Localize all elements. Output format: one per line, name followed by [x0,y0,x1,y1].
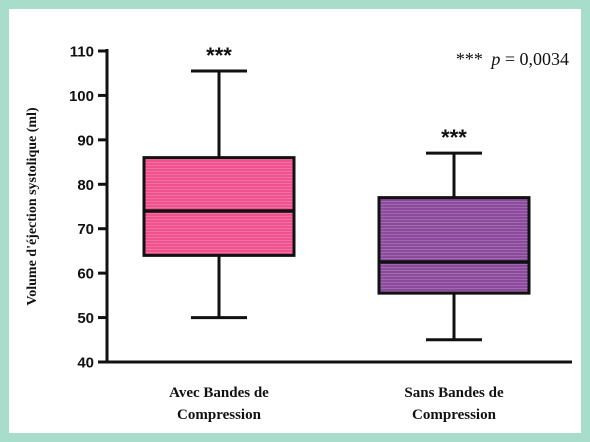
annotation-value: = 0,0034 [505,49,569,69]
chart-panel: 40 50 60 70 80 90 100 110 *** *** Avec Bandes de… [9,9,581,433]
box-texture [380,199,528,292]
y-tick-label: 60 [77,266,94,283]
box-texture [145,159,293,254]
y-tick-label: 110 [70,44,94,61]
x-category-label: Sans Bandes de Compression [404,385,504,423]
boxplot-chart: 40 50 60 70 80 90 100 110 *** *** Avec Bandes de… [25,43,572,423]
y-tick-label: 40 [77,355,94,372]
y-tick-label: 90 [77,132,94,149]
x-category-label-line: Compression [412,407,497,423]
x-axis: Avec Bandes de Compression Sans Bandes de C… [105,360,572,423]
y-tick-label: 50 [77,310,94,327]
significance-stars: *** [441,125,467,150]
p-value-annotation: *** p = 0,0034 [456,49,569,69]
x-category-label-line: Avec Bandes de [169,385,269,401]
x-category-label-line: Sans Bandes de [404,385,504,401]
significance-stars: *** [206,43,232,68]
x-category-label: Avec Bandes de Compression [169,385,269,423]
annotation-p: p [489,49,500,69]
x-category-label-line: Compression [177,407,262,423]
y-tick-label: 100 [69,88,94,105]
y-axis-label: Volume d'éjection systolique (ml) [25,107,40,306]
box-group: *** [142,43,296,320]
boxes: *** *** [142,43,531,342]
annotation-stars: *** [456,49,483,69]
y-axis: 40 50 60 70 80 90 100 110 [69,44,109,372]
box-group: *** [377,125,531,342]
y-tick-label: 80 [77,177,94,194]
y-tick-label: 70 [77,221,94,238]
